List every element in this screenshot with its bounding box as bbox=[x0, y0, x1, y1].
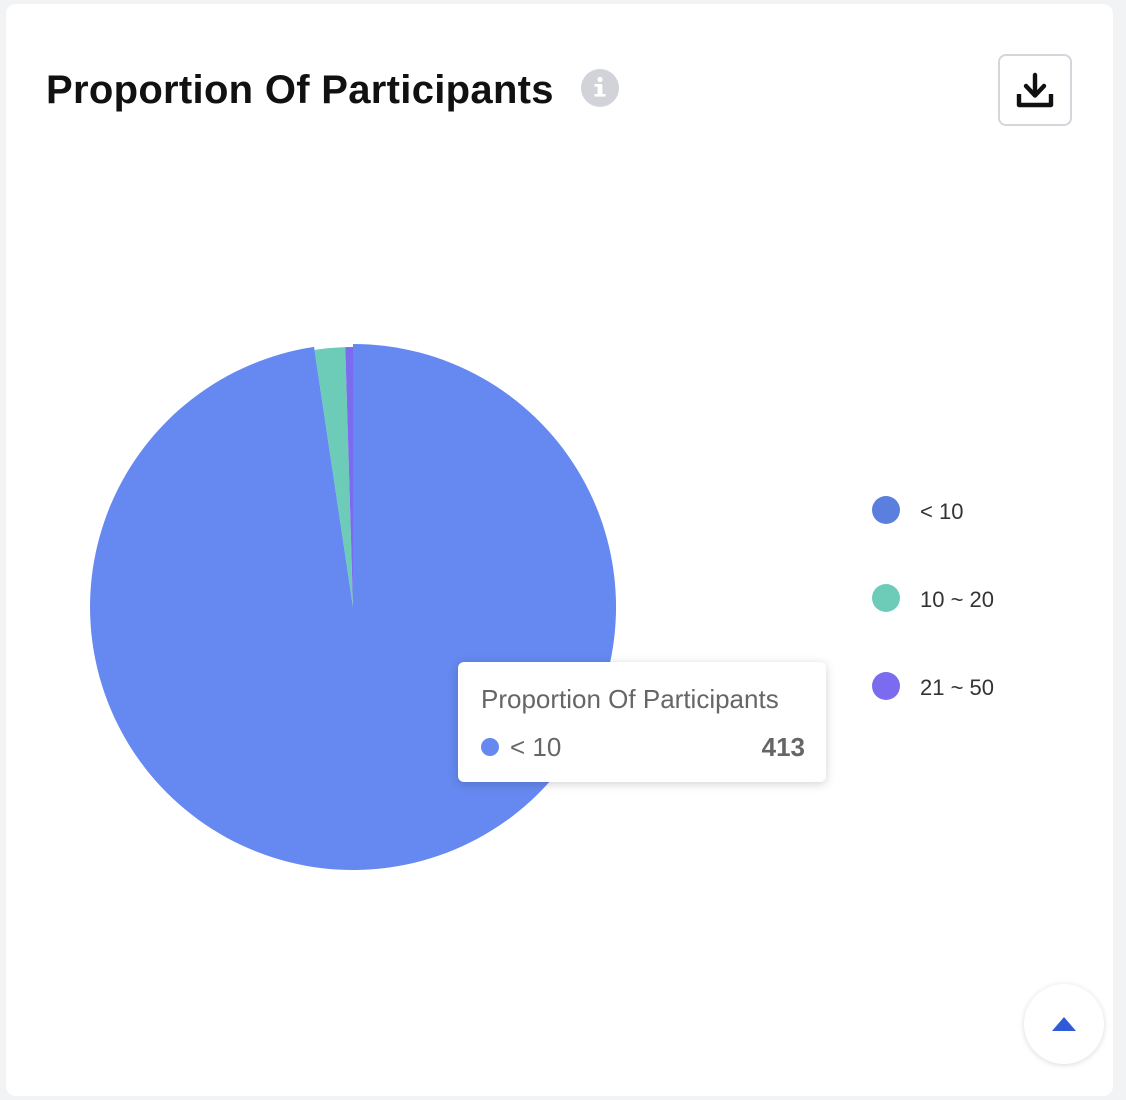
scroll-to-top-button[interactable] bbox=[1024, 984, 1104, 1064]
legend-marker bbox=[872, 672, 900, 700]
caret-up-icon bbox=[1052, 1017, 1076, 1031]
tooltip-marker bbox=[481, 738, 499, 756]
chart-title: Proportion Of Participants bbox=[46, 68, 554, 112]
download-icon bbox=[1016, 72, 1054, 108]
download-button[interactable] bbox=[998, 54, 1072, 126]
pie-slice[interactable] bbox=[90, 344, 617, 870]
chart-card: Proportion Of Participants < 10 10 ~ 20 bbox=[6, 4, 1113, 1096]
legend-marker bbox=[872, 584, 900, 612]
chart-tooltip: Proportion Of Participants < 10 413 bbox=[458, 662, 826, 782]
pie-slice[interactable] bbox=[314, 347, 353, 607]
legend-label: 10 ~ 20 bbox=[920, 587, 995, 612]
tooltip-label: < 10 bbox=[510, 732, 562, 762]
legend-label: < 10 bbox=[920, 499, 964, 524]
pie-chart bbox=[90, 344, 617, 870]
info-icon[interactable] bbox=[580, 68, 620, 108]
legend-marker bbox=[872, 496, 900, 524]
legend-label: 21 ~ 50 bbox=[920, 675, 995, 700]
pie-slice[interactable] bbox=[345, 346, 353, 607]
tooltip-value: 413 bbox=[761, 732, 805, 762]
tooltip-title: Proportion Of Participants bbox=[481, 684, 779, 714]
